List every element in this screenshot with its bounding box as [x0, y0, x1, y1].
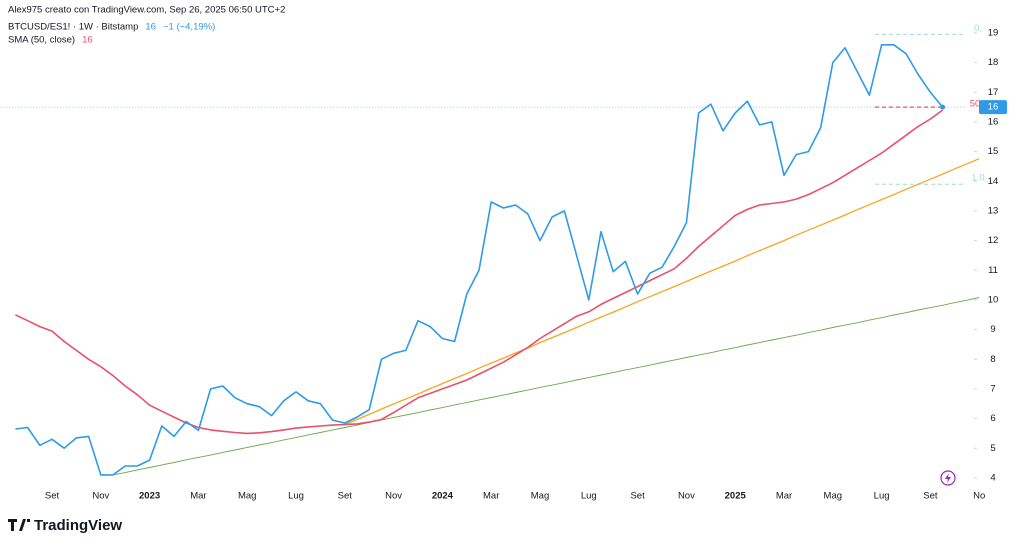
y-tick-label: 13	[988, 205, 999, 216]
x-tick-label: Mag	[531, 491, 549, 502]
x-tick-label: Lug	[288, 491, 304, 502]
y-tick-label: 14	[988, 176, 999, 187]
legend-value: 16	[82, 35, 93, 46]
last-point	[940, 104, 946, 110]
brand-mark	[8, 519, 30, 531]
y-tick-label: 17	[988, 87, 999, 98]
alert-icon[interactable]	[940, 470, 956, 486]
price-tag	[979, 100, 1007, 115]
y-tick-label: 19	[988, 27, 999, 38]
x-tick-label: Mar	[190, 491, 206, 502]
legend-name: BTCUSD/ES1! · 1W · Bitstamp	[8, 22, 138, 33]
price-tag-label: 16	[988, 102, 999, 113]
x-tick-label: Mar	[483, 491, 499, 502]
level-label: 0,	[974, 23, 982, 34]
y-tick-label: 16	[988, 116, 999, 127]
brand-name: TradingView	[34, 517, 122, 534]
x-tick-label: 2025	[725, 491, 747, 502]
x-tick-label: Set	[923, 491, 938, 502]
alert-bolt	[945, 473, 951, 483]
legend-value: −1 (−4,19%)	[163, 22, 215, 33]
legend-name: SMA (50, close)	[8, 35, 75, 46]
y-tick-label: 5	[990, 443, 995, 454]
level-label: 1.0	[971, 173, 984, 184]
legend: BTCUSD/ES1! · 1W · Bitstamp 16 −1 (−4,19%)…	[8, 22, 215, 46]
y-tick-label: 11	[988, 265, 998, 276]
y-tick-label: 9	[990, 324, 995, 335]
x-tick-label: Nov	[385, 491, 402, 502]
x-tick-label: No	[973, 491, 985, 502]
legend-value: 16	[145, 22, 156, 33]
x-tick-label: Set	[45, 491, 60, 502]
header: Alex975 creato con TradingView.com, Sep …	[8, 5, 285, 16]
series-line	[344, 158, 980, 426]
x-tick-label: Lug	[874, 491, 890, 502]
series-line	[15, 44, 944, 476]
x-tick-label: Lug	[581, 491, 597, 502]
x-tick-label: Set	[338, 491, 353, 502]
y-tick-label: 15	[988, 146, 999, 157]
y-tick-label: 10	[988, 294, 999, 305]
x-tick-label: Mar	[776, 491, 792, 502]
y-tick-label: 6	[990, 413, 995, 424]
x-tick-label: Nov	[92, 491, 109, 502]
series-line	[112, 297, 980, 476]
brand-logo: TradingView	[8, 517, 122, 534]
y-tick-label: 12	[988, 235, 999, 246]
x-tick-label: Nov	[678, 491, 695, 502]
y-tick-label: 18	[988, 57, 999, 68]
sma-label: 50	[970, 99, 981, 110]
x-tick-label: 2023	[139, 491, 160, 502]
x-tick-label: Mag	[238, 491, 256, 502]
y-tick-label: 7	[990, 383, 995, 394]
series-line	[15, 109, 944, 435]
plot-area	[0, 33, 980, 476]
x-tick-label: 2024	[432, 491, 454, 502]
y-tick-label: 4	[990, 472, 995, 483]
y-tick-label: 8	[990, 354, 995, 365]
x-tick-label: Mag	[824, 491, 842, 502]
x-tick-label: Set	[630, 491, 645, 502]
